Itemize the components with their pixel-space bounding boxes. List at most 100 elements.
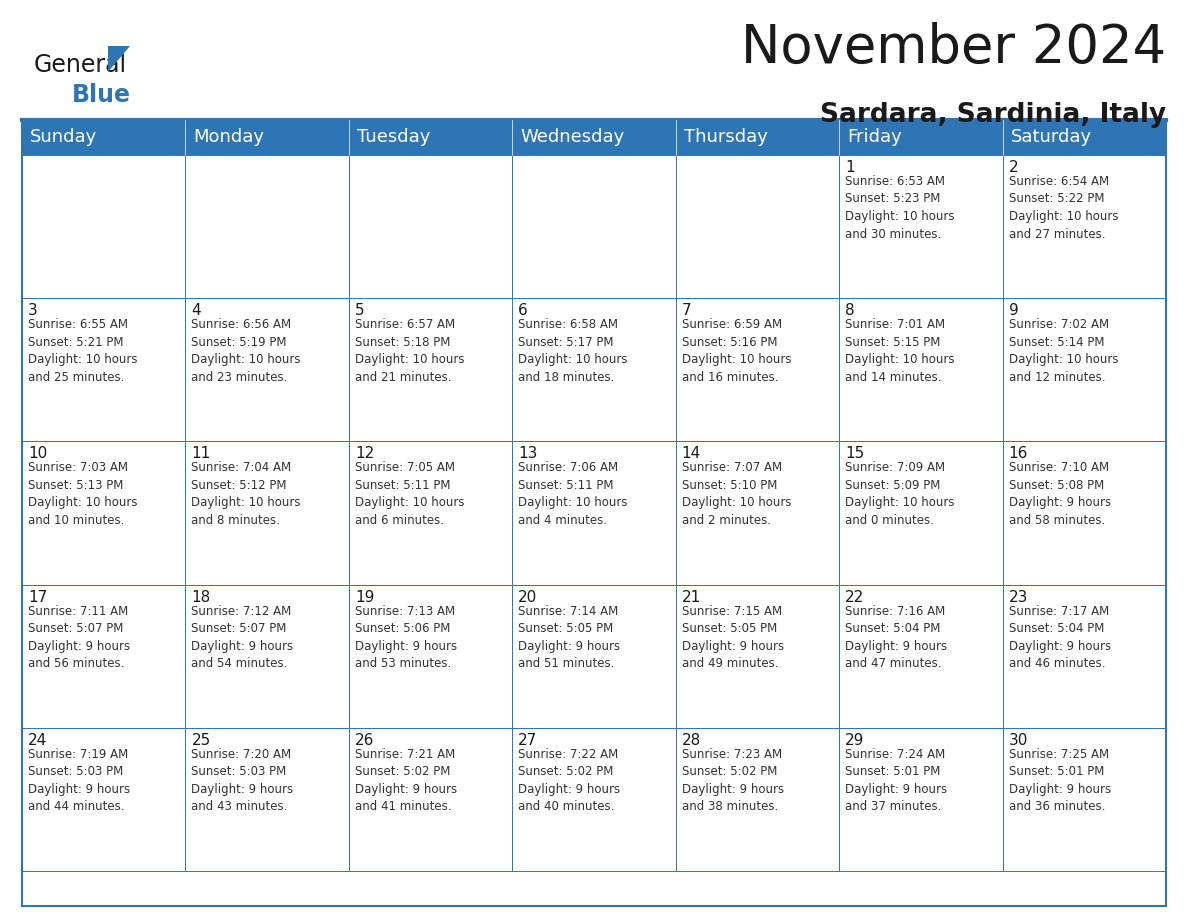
Bar	[349, 298, 512, 442]
Text: Sunrise: 7:05 AM
Sunset: 5:11 PM
Daylight: 10 hours
and 6 minutes.: Sunrise: 7:05 AM Sunset: 5:11 PM Dayligh…	[355, 462, 465, 527]
Bar	[185, 442, 349, 585]
Text: 15: 15	[845, 446, 865, 462]
Text: Wednesday: Wednesday	[520, 129, 625, 147]
Text: 14: 14	[682, 446, 701, 462]
Text: Sunrise: 7:21 AM
Sunset: 5:02 PM
Daylight: 9 hours
and 41 minutes.: Sunrise: 7:21 AM Sunset: 5:02 PM Dayligh…	[355, 748, 457, 813]
Bar	[23, 120, 185, 155]
Text: 13: 13	[518, 446, 538, 462]
Bar	[839, 120, 1003, 155]
Text: 26: 26	[355, 733, 374, 748]
Text: Tuesday: Tuesday	[356, 129, 430, 147]
Text: Sunrise: 7:11 AM
Sunset: 5:07 PM
Daylight: 9 hours
and 56 minutes.: Sunrise: 7:11 AM Sunset: 5:07 PM Dayligh…	[29, 605, 131, 670]
Text: Sunrise: 6:57 AM
Sunset: 5:18 PM
Daylight: 10 hours
and 21 minutes.: Sunrise: 6:57 AM Sunset: 5:18 PM Dayligh…	[355, 319, 465, 384]
Text: 19: 19	[355, 589, 374, 605]
Text: Sunrise: 7:24 AM
Sunset: 5:01 PM
Daylight: 9 hours
and 37 minutes.: Sunrise: 7:24 AM Sunset: 5:01 PM Dayligh…	[845, 748, 947, 813]
Bar	[23, 120, 1165, 906]
Text: Sunrise: 6:55 AM
Sunset: 5:21 PM
Daylight: 10 hours
and 25 minutes.: Sunrise: 6:55 AM Sunset: 5:21 PM Dayligh…	[29, 319, 138, 384]
Bar	[839, 298, 1003, 442]
Text: 4: 4	[191, 303, 201, 319]
Bar	[1003, 728, 1165, 871]
Text: 24: 24	[29, 733, 48, 748]
Bar	[349, 155, 512, 298]
Bar	[676, 442, 839, 585]
Bar	[349, 728, 512, 871]
Text: 30: 30	[1009, 733, 1028, 748]
Text: Thursday: Thursday	[684, 129, 767, 147]
Bar	[512, 442, 676, 585]
Text: 21: 21	[682, 589, 701, 605]
Bar	[1003, 120, 1165, 155]
Text: Sunrise: 7:04 AM
Sunset: 5:12 PM
Daylight: 10 hours
and 8 minutes.: Sunrise: 7:04 AM Sunset: 5:12 PM Dayligh…	[191, 462, 301, 527]
Bar	[23, 442, 185, 585]
Text: Sunrise: 6:58 AM
Sunset: 5:17 PM
Daylight: 10 hours
and 18 minutes.: Sunrise: 6:58 AM Sunset: 5:17 PM Dayligh…	[518, 319, 627, 384]
Bar	[839, 728, 1003, 871]
Text: Saturday: Saturday	[1011, 129, 1092, 147]
Text: 11: 11	[191, 446, 210, 462]
Text: Sunrise: 7:07 AM
Sunset: 5:10 PM
Daylight: 10 hours
and 2 minutes.: Sunrise: 7:07 AM Sunset: 5:10 PM Dayligh…	[682, 462, 791, 527]
Text: 20: 20	[518, 589, 537, 605]
Text: Sunrise: 6:54 AM
Sunset: 5:22 PM
Daylight: 10 hours
and 27 minutes.: Sunrise: 6:54 AM Sunset: 5:22 PM Dayligh…	[1009, 175, 1118, 241]
Text: Sunrise: 7:13 AM
Sunset: 5:06 PM
Daylight: 9 hours
and 53 minutes.: Sunrise: 7:13 AM Sunset: 5:06 PM Dayligh…	[355, 605, 457, 670]
Text: Sunrise: 7:17 AM
Sunset: 5:04 PM
Daylight: 9 hours
and 46 minutes.: Sunrise: 7:17 AM Sunset: 5:04 PM Dayligh…	[1009, 605, 1111, 670]
Text: Sunrise: 7:01 AM
Sunset: 5:15 PM
Daylight: 10 hours
and 14 minutes.: Sunrise: 7:01 AM Sunset: 5:15 PM Dayligh…	[845, 319, 955, 384]
Text: Sunrise: 6:56 AM
Sunset: 5:19 PM
Daylight: 10 hours
and 23 minutes.: Sunrise: 6:56 AM Sunset: 5:19 PM Dayligh…	[191, 319, 301, 384]
Text: General: General	[34, 53, 127, 77]
Bar	[349, 585, 512, 728]
Text: 23: 23	[1009, 589, 1028, 605]
Text: Sunday: Sunday	[30, 129, 97, 147]
Bar	[839, 442, 1003, 585]
Bar	[349, 442, 512, 585]
Text: Sunrise: 7:03 AM
Sunset: 5:13 PM
Daylight: 10 hours
and 10 minutes.: Sunrise: 7:03 AM Sunset: 5:13 PM Dayligh…	[29, 462, 138, 527]
Bar	[676, 585, 839, 728]
Text: 28: 28	[682, 733, 701, 748]
Text: 12: 12	[355, 446, 374, 462]
Text: 5: 5	[355, 303, 365, 319]
Bar	[23, 298, 185, 442]
Text: Sunrise: 7:23 AM
Sunset: 5:02 PM
Daylight: 9 hours
and 38 minutes.: Sunrise: 7:23 AM Sunset: 5:02 PM Dayligh…	[682, 748, 784, 813]
Text: 6: 6	[518, 303, 527, 319]
Text: Sunrise: 7:16 AM
Sunset: 5:04 PM
Daylight: 9 hours
and 47 minutes.: Sunrise: 7:16 AM Sunset: 5:04 PM Dayligh…	[845, 605, 947, 670]
Bar	[512, 728, 676, 871]
Bar	[1003, 155, 1165, 298]
Text: 18: 18	[191, 589, 210, 605]
Text: Sunrise: 7:25 AM
Sunset: 5:01 PM
Daylight: 9 hours
and 36 minutes.: Sunrise: 7:25 AM Sunset: 5:01 PM Dayligh…	[1009, 748, 1111, 813]
Text: 29: 29	[845, 733, 865, 748]
Bar	[349, 120, 512, 155]
Bar	[839, 585, 1003, 728]
Bar	[185, 728, 349, 871]
Text: Sunrise: 7:09 AM
Sunset: 5:09 PM
Daylight: 10 hours
and 0 minutes.: Sunrise: 7:09 AM Sunset: 5:09 PM Dayligh…	[845, 462, 955, 527]
Text: 8: 8	[845, 303, 855, 319]
Bar	[23, 728, 185, 871]
Text: Sunrise: 7:20 AM
Sunset: 5:03 PM
Daylight: 9 hours
and 43 minutes.: Sunrise: 7:20 AM Sunset: 5:03 PM Dayligh…	[191, 748, 293, 813]
Text: 2: 2	[1009, 160, 1018, 175]
Text: Sunrise: 6:53 AM
Sunset: 5:23 PM
Daylight: 10 hours
and 30 minutes.: Sunrise: 6:53 AM Sunset: 5:23 PM Dayligh…	[845, 175, 955, 241]
Text: Sunrise: 7:10 AM
Sunset: 5:08 PM
Daylight: 9 hours
and 58 minutes.: Sunrise: 7:10 AM Sunset: 5:08 PM Dayligh…	[1009, 462, 1111, 527]
Bar	[23, 585, 185, 728]
Bar	[676, 120, 839, 155]
Bar	[1003, 442, 1165, 585]
Text: 9: 9	[1009, 303, 1018, 319]
Bar	[676, 728, 839, 871]
Text: Sunrise: 7:02 AM
Sunset: 5:14 PM
Daylight: 10 hours
and 12 minutes.: Sunrise: 7:02 AM Sunset: 5:14 PM Dayligh…	[1009, 319, 1118, 384]
Bar	[23, 155, 185, 298]
Text: 10: 10	[29, 446, 48, 462]
Bar	[512, 155, 676, 298]
Text: 16: 16	[1009, 446, 1028, 462]
Text: Sunrise: 7:19 AM
Sunset: 5:03 PM
Daylight: 9 hours
and 44 minutes.: Sunrise: 7:19 AM Sunset: 5:03 PM Dayligh…	[29, 748, 131, 813]
Bar	[512, 585, 676, 728]
Bar	[185, 298, 349, 442]
Text: Friday: Friday	[847, 129, 902, 147]
Text: 17: 17	[29, 589, 48, 605]
Bar	[185, 155, 349, 298]
Text: Monday: Monday	[194, 129, 265, 147]
Text: 3: 3	[29, 303, 38, 319]
Text: Sunrise: 7:06 AM
Sunset: 5:11 PM
Daylight: 10 hours
and 4 minutes.: Sunrise: 7:06 AM Sunset: 5:11 PM Dayligh…	[518, 462, 627, 527]
Bar	[512, 120, 676, 155]
Bar	[1003, 585, 1165, 728]
Text: 7: 7	[682, 303, 691, 319]
Bar	[839, 155, 1003, 298]
Polygon shape	[108, 46, 129, 72]
Text: 25: 25	[191, 733, 210, 748]
Bar	[676, 155, 839, 298]
Bar	[185, 585, 349, 728]
